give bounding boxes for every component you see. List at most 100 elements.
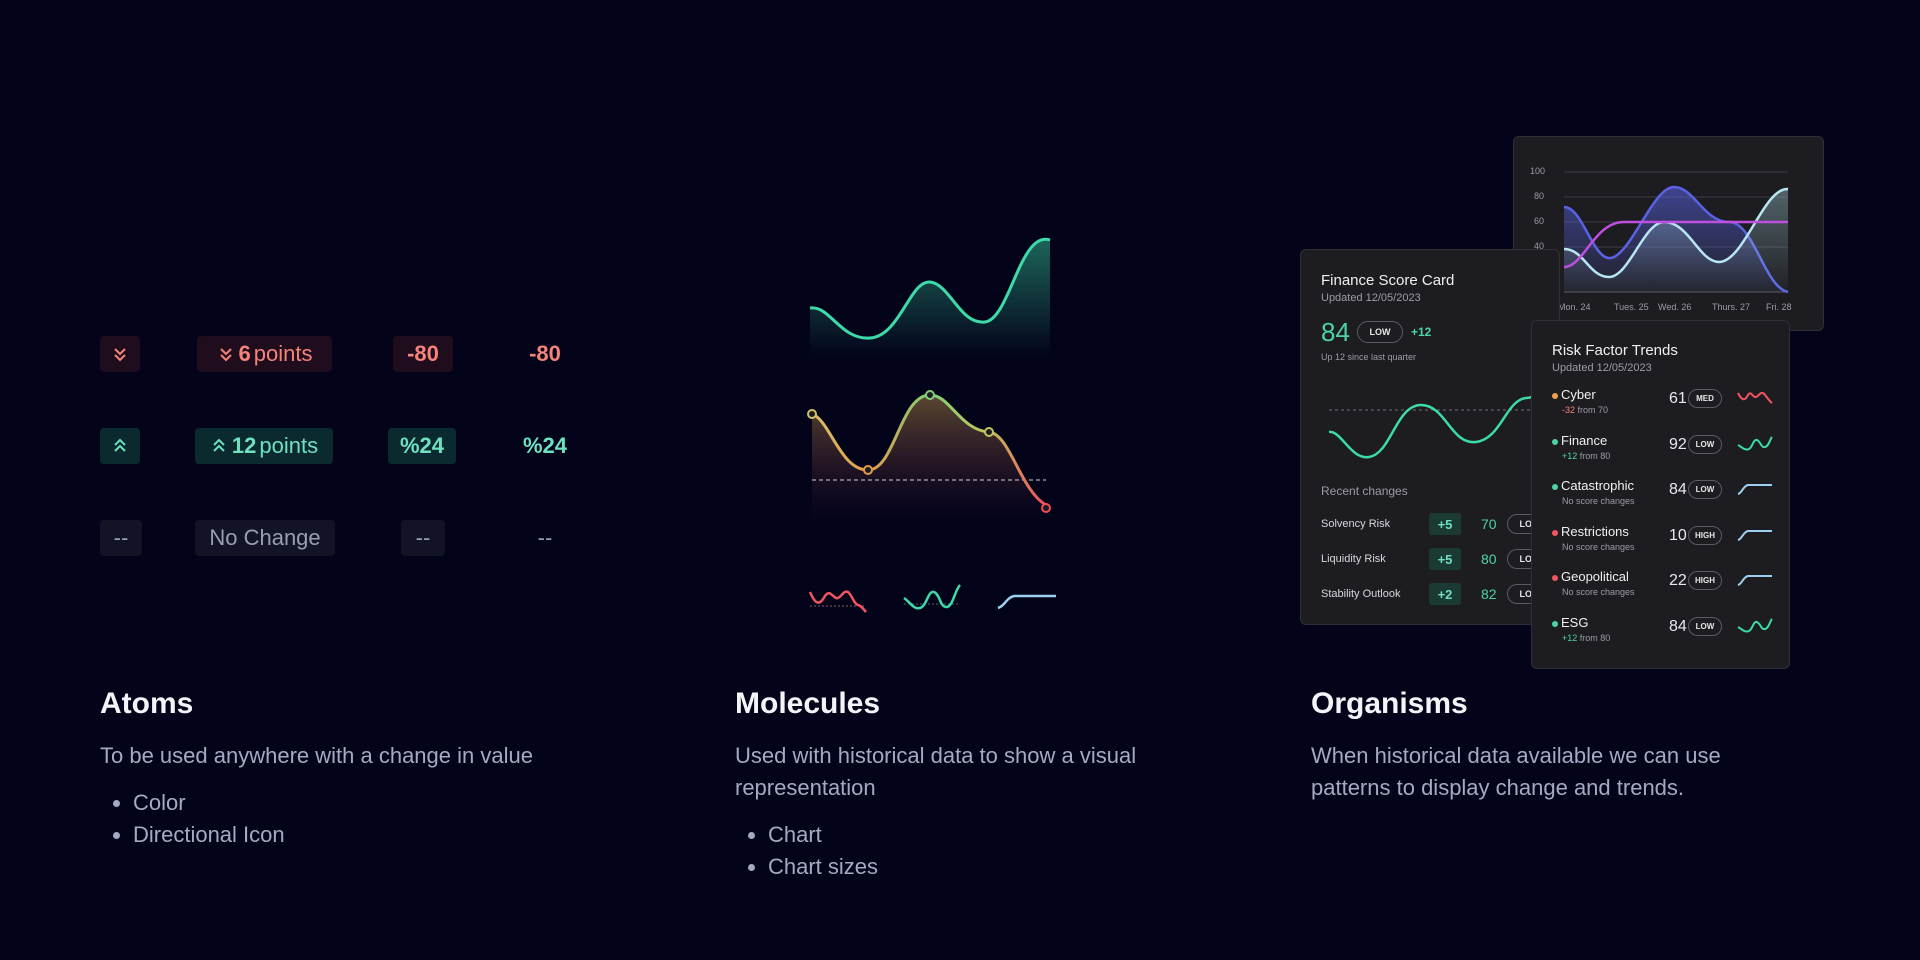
organisms-description-line: When historical data available we can us… <box>1311 743 1721 768</box>
risk-factor-note-text: from 80 <box>1577 632 1611 643</box>
risk-factor-note: No score changes <box>1562 587 1635 597</box>
risk-factor-name: Geopolitical <box>1561 569 1629 584</box>
risk-level-dot <box>1552 529 1558 536</box>
risk-factor-score: 84 <box>1669 617 1687 635</box>
risk-factor-level: HIGH <box>1688 571 1722 590</box>
recent-change-label: Liquidity Risk <box>1321 553 1386 565</box>
organisms-description: When historical data available we can us… <box>1311 740 1721 804</box>
neutral-value-plain: -- <box>523 520 567 556</box>
atoms-bullet: Directional Icon <box>133 819 285 851</box>
recent-change-value: +5 <box>1429 513 1461 535</box>
risk-factor-name: Restrictions <box>1561 523 1629 539</box>
risk-factor-level: HIGH <box>1688 525 1722 545</box>
recent-change-score: 70 <box>1481 516 1497 532</box>
x-tick-label: Thurs. 27 <box>1712 302 1751 312</box>
neutral-value-text: -- <box>537 525 553 550</box>
increase-value-badge: %24 <box>388 428 456 464</box>
neutral-value-badge: -- <box>401 520 445 556</box>
risk-factor-sparkline <box>1737 435 1773 450</box>
y-tick-label: 100 <box>1530 166 1546 176</box>
decrease-icon-atom <box>100 336 140 372</box>
decrease-value-plain: -80 <box>515 336 575 372</box>
risk-level-dot <box>1552 438 1558 445</box>
risk-factor-score: 10 <box>1669 526 1687 544</box>
risk-factor-note: No score changes <box>1562 542 1635 552</box>
increase-points-atom: 12 points <box>195 428 333 464</box>
increase-value-text: %24 <box>522 433 568 458</box>
risk-factor-sparkline <box>1737 484 1772 495</box>
risk-factor-note-change: +12 <box>1562 632 1578 643</box>
large-chart-line <box>809 237 1051 340</box>
molecules-description-line: Used with historical data to show a visu… <box>735 743 1137 768</box>
recent-change-score: 82 <box>1481 586 1497 602</box>
molecules-description-line: representation <box>735 775 876 800</box>
recent-change-value: +2 <box>1429 583 1461 605</box>
atoms-bullet: Color <box>133 787 285 819</box>
risk-factor-level: LOW <box>1688 434 1722 454</box>
molecules-title: Molecules <box>735 687 881 720</box>
risk-factor-name: ESG <box>1561 614 1589 630</box>
recent-change-label: Solvency Risk <box>1321 518 1391 530</box>
trend-chart-card: 100 80 60 40 Mon. 24 Tues. 25 Wed. 26 Th… <box>1513 136 1824 331</box>
risk-factor-note-text: No score changes <box>1562 496 1635 506</box>
risk-level-dot <box>1552 575 1558 581</box>
decrease-points-value: 6 <box>238 341 251 366</box>
medium-chart-point <box>807 409 817 419</box>
risk-level-dot <box>1552 620 1558 627</box>
multi-series-trend-chart <box>1563 171 1789 294</box>
recent-change-label: Stability Outlook <box>1321 588 1401 600</box>
risk-factor-note: +12 from 80 <box>1562 451 1610 461</box>
neutral-label: No Change <box>209 525 321 550</box>
decrease-points-atom: 6 points <box>197 336 332 372</box>
neutral-label-atom: No Change <box>195 520 335 556</box>
risk-factor-name: Cyber <box>1561 387 1596 402</box>
finance-card-title: Finance Score Card <box>1321 272 1455 289</box>
finance-card-change: +12 <box>1411 325 1432 339</box>
atoms-bullets: Color Directional Icon <box>103 787 285 851</box>
molecules-bullet: Chart <box>768 819 878 851</box>
x-tick-label: Fri. 28 <box>1766 302 1792 312</box>
risk-factor-sparkline <box>1737 575 1772 586</box>
double-chevron-down-icon <box>114 348 126 362</box>
risk-factor-sparkline <box>1737 529 1772 541</box>
decrease-points-unit: points <box>253 341 313 366</box>
sparkline-up <box>903 584 961 610</box>
molecules-description: Used with historical data to show a visu… <box>735 740 1136 804</box>
risk-factor-note-text: from 70 <box>1575 405 1609 415</box>
trend-series-cyan-area <box>1564 188 1788 292</box>
sparkline-down <box>808 590 867 613</box>
risk-factor-name: Catastrophic <box>1561 478 1634 493</box>
double-chevron-up-icon <box>213 438 225 452</box>
recent-change-value: +5 <box>1429 548 1461 570</box>
increase-points-value: 12 <box>231 433 257 458</box>
increase-value: %24 <box>399 433 445 458</box>
risk-factor-note-change: +12 <box>1562 450 1578 461</box>
molecules-bullet: Chart sizes <box>768 851 878 883</box>
risk-card-title: Risk Factor Trends <box>1552 342 1678 359</box>
risk-factor-note: No score changes <box>1562 496 1635 506</box>
atoms-title: Atoms <box>100 687 194 720</box>
risk-level-dot <box>1552 484 1558 490</box>
large-chart-area <box>810 239 1050 355</box>
atoms-description: To be used anywhere with a change in val… <box>100 743 533 768</box>
finance-card-updated: Updated 12/05/2023 <box>1321 292 1421 304</box>
finance-card-score: 84 <box>1321 317 1350 347</box>
organisms-title: Organisms <box>1311 687 1468 720</box>
risk-factor-sparkline <box>1737 617 1773 632</box>
double-chevron-up-icon <box>114 438 126 452</box>
medium-chart-point <box>984 427 994 437</box>
risk-factor-level: LOW <box>1688 616 1722 636</box>
increase-icon-atom <box>100 428 140 464</box>
risk-factor-note-text: No score changes <box>1562 541 1635 552</box>
risk-factor-level: LOW <box>1688 480 1722 499</box>
x-tick-label: Tues. 25 <box>1614 302 1649 312</box>
x-tick-label: Wed. 26 <box>1658 302 1692 312</box>
recent-changes-title: Recent changes <box>1321 484 1408 498</box>
risk-card-updated: Updated 12/05/2023 <box>1552 362 1652 374</box>
risk-factor-score: 61 <box>1669 390 1687 407</box>
increase-points-unit: points <box>259 433 319 458</box>
recent-change-score: 80 <box>1481 551 1497 567</box>
risk-factor-trends-card: Risk Factor Trends Updated 12/05/2023 Cy… <box>1531 320 1790 669</box>
increase-value-plain: %24 <box>511 428 579 464</box>
risk-level-dot <box>1552 393 1558 399</box>
